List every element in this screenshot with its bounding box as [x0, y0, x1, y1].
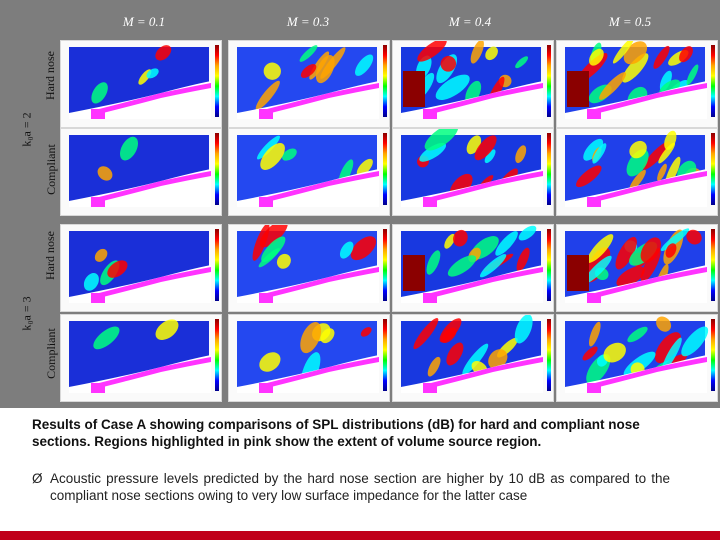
- spl-panel: [556, 128, 718, 216]
- row-group-label-k0a3: k₀a = 3: [19, 296, 34, 331]
- column-header-m03: M = 0.3: [286, 14, 330, 29]
- spl-panel: [556, 40, 718, 128]
- figure-caption: Results of Case A showing comparisons of…: [32, 417, 640, 449]
- spl-panel: [228, 40, 390, 128]
- spl-panel: [228, 128, 390, 216]
- spl-panel: [392, 128, 554, 216]
- colorbar: [711, 319, 715, 391]
- colorbar: [711, 133, 715, 205]
- column-header-m04: M = 0.4: [448, 14, 492, 29]
- spl-panel: [228, 314, 390, 402]
- spl-panel: [556, 314, 718, 402]
- spl-figure: M = 0.1 M = 0.3 M = 0.4 M = 0.5 k₀a = 2 …: [0, 0, 720, 408]
- row-label-compliant-k0a2: Compliant: [43, 144, 58, 195]
- spl-panel: [556, 224, 718, 312]
- colorbar: [383, 319, 387, 391]
- colorbar: [215, 229, 219, 301]
- colorbar: [215, 45, 219, 117]
- colorbar: [547, 133, 551, 205]
- colorbar: [711, 229, 715, 301]
- column-header-m01: M = 0.1: [122, 14, 166, 29]
- bullet-arrow-icon: Ø: [32, 471, 43, 486]
- colorbar: [547, 45, 551, 117]
- spl-panel: [60, 128, 222, 216]
- colorbar: [547, 229, 551, 301]
- colorbar: [383, 45, 387, 117]
- spl-panel: [392, 314, 554, 402]
- colorbar: [383, 229, 387, 301]
- spl-panel: [392, 40, 554, 128]
- row-group-label-k0a2: k₀a = 2: [19, 112, 34, 147]
- column-header-m05: M = 0.5: [608, 14, 652, 29]
- spl-panel: [392, 224, 554, 312]
- spl-panel: [60, 40, 222, 128]
- footer-bar: [0, 531, 720, 540]
- row-label-hard-nose-k0a2: Hard nose: [42, 51, 57, 100]
- spl-panel: [60, 314, 222, 402]
- colorbar: [547, 319, 551, 391]
- colorbar: [711, 45, 715, 117]
- colorbar: [383, 133, 387, 205]
- spl-panel: [228, 224, 390, 312]
- row-label-compliant-k0a3: Compliant: [43, 328, 58, 379]
- bullet-text: Acoustic pressure levels predicted by th…: [50, 471, 670, 503]
- row-label-hard-nose-k0a3: Hard nose: [42, 231, 57, 280]
- spl-panel: [60, 224, 222, 312]
- colorbar: [215, 319, 219, 391]
- colorbar: [215, 133, 219, 205]
